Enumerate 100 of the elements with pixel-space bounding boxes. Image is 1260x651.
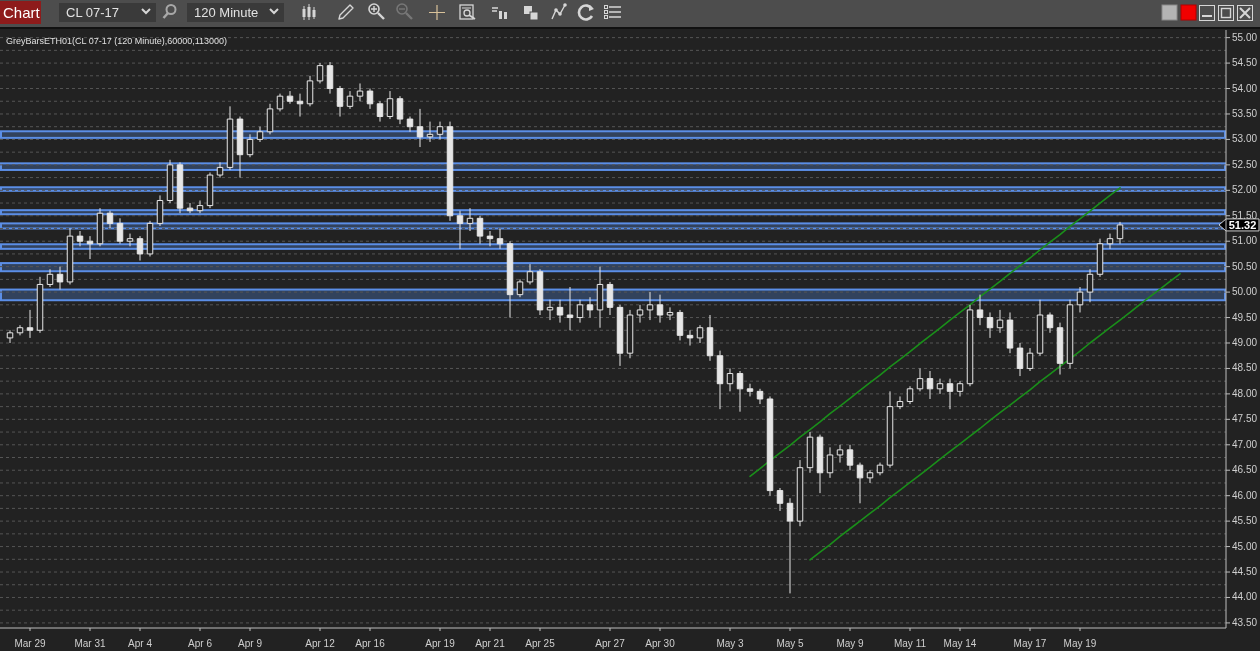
candlestick (756, 388, 764, 405)
y-tick-label: 52.00 (1232, 184, 1258, 196)
candlestick (656, 294, 664, 324)
candlestick (986, 311, 994, 339)
candlestick (256, 126, 264, 143)
candlestick (56, 266, 64, 291)
candlestick (526, 263, 534, 285)
candlestick (246, 133, 254, 158)
y-tick-label: 46.00 (1232, 489, 1258, 501)
candlestick (876, 462, 884, 476)
candlestick (536, 268, 544, 316)
y-tick-label: 46.50 (1232, 464, 1258, 476)
candlestick (126, 233, 134, 247)
candlestick (566, 286, 574, 331)
y-tick-label: 49.50 (1232, 311, 1258, 323)
x-tick-label: Mar 31 (74, 637, 106, 649)
y-tick-label: 51.00 (1232, 235, 1258, 247)
candlestick (1006, 311, 1014, 354)
y-tick-label: 49.00 (1232, 337, 1258, 348)
candlestick (6, 329, 14, 344)
candlestick (1026, 347, 1034, 372)
y-tick-label: 47.00 (1232, 438, 1258, 450)
y-tick-label: 53.50 (1232, 107, 1258, 119)
candlestick (716, 350, 724, 410)
y-tick-label: 47.50 (1232, 413, 1258, 425)
candlestick (1096, 238, 1104, 278)
candlestick (156, 194, 164, 227)
candlestick (776, 487, 784, 512)
candlestick (146, 220, 154, 257)
candlestick (36, 276, 44, 334)
line-series (749, 186, 1121, 478)
candlestick (936, 378, 944, 395)
y-tick-label: 45.00 (1232, 540, 1258, 552)
candlestick (276, 93, 284, 112)
candlestick (1086, 268, 1094, 303)
candlestick (1066, 299, 1074, 369)
candlestick (396, 95, 404, 125)
candlestick (636, 304, 644, 324)
x-tick-label: May 11 (893, 637, 927, 649)
candlestick (46, 268, 54, 288)
x-tick-label: Apr 19 (425, 637, 456, 649)
y-tick-label: 52.50 (1232, 158, 1258, 170)
y-tick-label: 51.50 (1232, 209, 1258, 221)
text: 120 Minute (194, 5, 259, 20)
candlestick (686, 329, 694, 347)
candlestick (226, 105, 234, 171)
candlestick (476, 215, 484, 245)
text: 51.32 (1228, 218, 1257, 231)
x-tick-label: Mar 29 (14, 637, 46, 649)
candlestick (446, 121, 454, 222)
candlestick (406, 116, 414, 133)
candlestick (546, 299, 554, 321)
candlestick (376, 100, 384, 123)
x-tick-label: May 14 (943, 637, 977, 649)
candlestick (136, 235, 144, 262)
candlestick (866, 469, 874, 484)
candlestick (766, 395, 774, 497)
candlestick (456, 210, 464, 250)
candlestick (1056, 322, 1064, 376)
candlestick (956, 380, 964, 397)
y-tick-label: 48.50 (1232, 362, 1258, 374)
candlestick (626, 309, 634, 359)
x-tick-label: Apr 9 (238, 637, 263, 649)
candlestick (736, 370, 744, 413)
x-tick-label: Apr 27 (595, 637, 626, 649)
candlestick (616, 304, 624, 367)
candlestick (66, 227, 74, 285)
candlestick (816, 434, 824, 494)
candlestick (966, 304, 974, 387)
candlestick (186, 202, 194, 214)
candlestick (296, 93, 304, 118)
candlestick (356, 82, 364, 102)
line-series (809, 272, 1181, 561)
candlestick (196, 199, 204, 214)
candlestick (346, 90, 354, 110)
candlestick (1116, 221, 1124, 245)
y-tick-label: 45.50 (1232, 515, 1258, 527)
candlestick (726, 367, 734, 392)
candlestick (386, 90, 394, 120)
candlestick (856, 462, 864, 504)
x-tick-label: May 17 (1013, 637, 1047, 649)
candlestick (796, 459, 804, 527)
x-tick-label: Apr 25 (525, 637, 556, 649)
candlestick (1106, 233, 1114, 250)
candlestick (486, 230, 494, 247)
x-tick-label: Apr 30 (645, 637, 676, 649)
candlestick (646, 291, 654, 321)
y-tick-label: 50.50 (1232, 260, 1258, 272)
candlestick (216, 161, 224, 179)
candlestick (806, 431, 814, 474)
x-tick-label: Apr 16 (355, 637, 386, 649)
candlestick (696, 324, 704, 344)
candlestick (76, 230, 84, 247)
candlestick (706, 314, 714, 362)
y-tick-label: 43.50 (1232, 616, 1258, 628)
x-tick-label: May 3 (716, 637, 745, 649)
candlestick (496, 227, 504, 250)
candlestick (286, 90, 294, 105)
x-tick-label: May 5 (776, 637, 805, 649)
candlestick (336, 85, 344, 118)
